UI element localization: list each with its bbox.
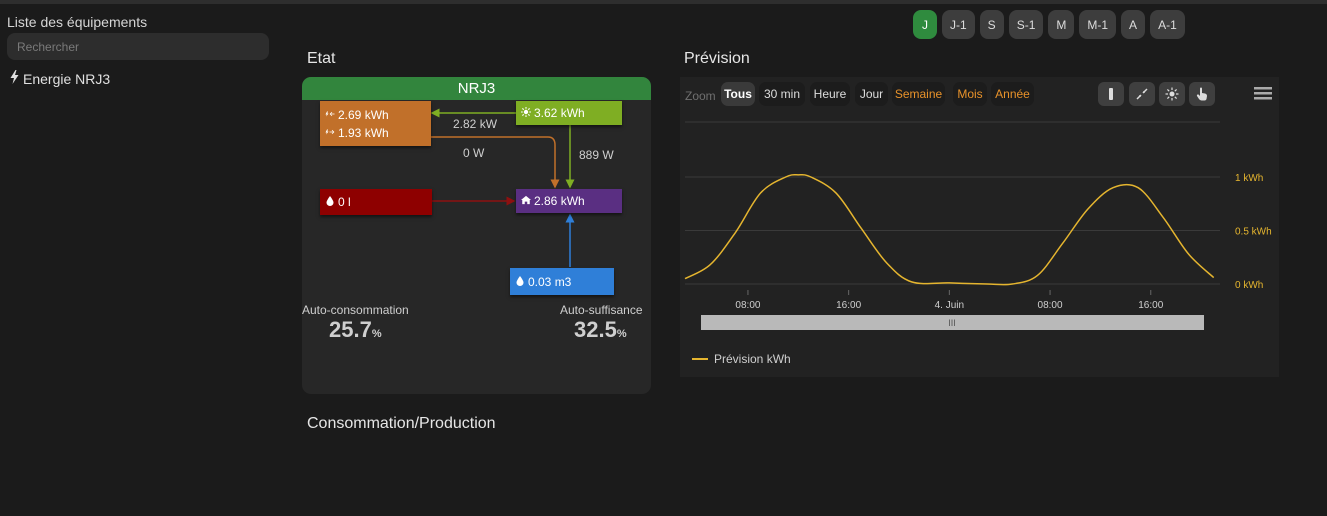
sidebar-item-label: Energie NRJ3: [23, 70, 111, 87]
hand-pointer-icon[interactable]: [1189, 82, 1215, 106]
period-button-j[interactable]: J: [913, 10, 937, 39]
y-tick-label: 1 kWh: [1235, 173, 1263, 184]
navigator-handle[interactable]: III: [948, 318, 956, 328]
legend-swatch: [692, 358, 708, 360]
grid-box[interactable]: 2.69 kWh 1.93 kWh: [320, 101, 431, 146]
period-selector: J J-1 S S-1 M M-1 A A-1: [913, 10, 1185, 39]
self-consumption-label: Auto-consommation: [302, 303, 409, 317]
drop-icon: [325, 195, 335, 209]
period-button-m[interactable]: M: [1048, 10, 1075, 39]
percent-unit: %: [371, 328, 382, 340]
bolt-icon: [9, 70, 20, 87]
period-button-m-1[interactable]: M-1: [1079, 10, 1117, 39]
sun-icon: [521, 106, 531, 120]
self-sufficiency-label: Auto-suffisance: [560, 303, 643, 317]
export-icon[interactable]: [1098, 82, 1124, 106]
flow-grid-home-arrow: [431, 136, 560, 189]
prevision-panel: Zoom Tous 30 min Heure Jour Semaine Mois…: [680, 77, 1279, 377]
consumption-production-title: Consommation/Production: [307, 415, 496, 432]
home-icon: [521, 194, 531, 208]
grid-import-value: 2.69 kWh: [338, 107, 389, 122]
chart-legend[interactable]: Prévision kWh: [692, 352, 791, 366]
etat-title: Etat: [307, 50, 336, 67]
chart-menu-icon[interactable]: [1254, 85, 1272, 101]
compress-icon[interactable]: [1129, 82, 1155, 106]
period-button-a[interactable]: A: [1121, 10, 1146, 39]
y-tick-label: 0.5 kWh: [1235, 227, 1272, 238]
forecast-series-line: [684, 173, 1215, 286]
zoom-button-annee[interactable]: Année: [991, 82, 1034, 106]
energy-flow-card: NRJ3 2.69 kWh 1.93 kWh 3.62 kWh 2: [302, 77, 651, 394]
zoom-button-semaine[interactable]: Semaine: [892, 82, 945, 106]
zoom-button-mois[interactable]: Mois: [953, 82, 987, 106]
water-box[interactable]: 0 l: [320, 189, 432, 215]
zoom-button-30min[interactable]: 30 min: [759, 82, 805, 106]
x-tick-label: 08:00: [735, 300, 760, 311]
x-tick-label: 16:00: [836, 300, 861, 311]
chart-gridlines: [685, 121, 1220, 285]
flow-grid-home-label: 0 W: [463, 146, 485, 160]
theme-sun-icon[interactable]: [1159, 82, 1185, 106]
gas-value: 0.03 m3: [528, 274, 572, 289]
home-box[interactable]: 2.86 kWh: [516, 189, 622, 213]
period-button-a-1[interactable]: A-1: [1150, 10, 1185, 39]
grid-export-row: 1.93 kWh: [325, 126, 389, 140]
drop-icon: [515, 275, 525, 289]
percent-unit: %: [616, 328, 627, 340]
solar-value: 3.62 kWh: [534, 106, 585, 120]
flow-arrows: [430, 108, 575, 267]
x-tick-label: 16:00: [1138, 300, 1163, 311]
top-bar: [0, 0, 1327, 4]
legend-label: Prévision kWh: [714, 352, 791, 366]
zoom-button-tous[interactable]: Tous: [721, 82, 755, 106]
grid-import-icon: [325, 108, 335, 122]
period-button-j-1[interactable]: J-1: [942, 10, 975, 39]
period-button-s-1[interactable]: S-1: [1008, 10, 1044, 39]
period-button-s[interactable]: S: [979, 10, 1004, 39]
flow-solar-home-label: 889 W: [579, 148, 614, 162]
navigator-bar[interactable]: [701, 315, 1204, 330]
sidebar-title: Liste des équipements: [7, 14, 148, 30]
zoom-button-jour[interactable]: Jour: [855, 82, 888, 106]
zoom-button-heure[interactable]: Heure: [810, 82, 850, 106]
grid-import-row: 2.69 kWh: [325, 108, 389, 122]
y-tick-label: 0 kWh: [1235, 280, 1263, 291]
search-input[interactable]: [7, 33, 269, 60]
y-axis-ticks: 0 kWh 0.5 kWh 1 kWh: [1235, 173, 1272, 291]
flow-solar-grid-label: 2.82 kW: [453, 117, 498, 131]
sidebar-item-energie-nrj3[interactable]: Energie NRJ3: [9, 70, 110, 87]
x-tick-label: 08:00: [1038, 300, 1063, 311]
self-consumption-value: 25.7%: [329, 317, 382, 342]
water-value: 0 l: [338, 195, 351, 209]
grid-export-icon: [325, 126, 335, 140]
x-axis-ticks: 08:00 16:00 4. Juin 08:00 16:00: [735, 290, 1164, 311]
gas-box[interactable]: 0.03 m3: [510, 268, 614, 295]
zoom-label: Zoom: [685, 89, 716, 103]
solar-box[interactable]: 3.62 kWh: [516, 101, 622, 125]
card-title: NRJ3: [302, 77, 651, 100]
self-sufficiency-value: 32.5%: [574, 317, 627, 342]
prevision-title: Prévision: [684, 50, 750, 67]
x-tick-label: 4. Juin: [935, 300, 964, 311]
home-value: 2.86 kWh: [534, 194, 585, 208]
grid-export-value: 1.93 kWh: [338, 125, 389, 140]
